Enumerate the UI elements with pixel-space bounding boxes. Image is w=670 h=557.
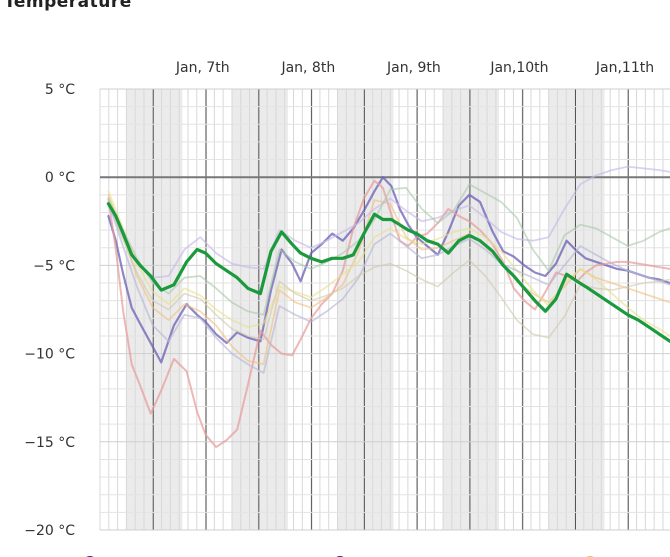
y-tick-label: 0 °C	[45, 170, 75, 186]
y-tick-label: −5 °C	[33, 258, 75, 274]
y-tick-label: −15 °C	[24, 435, 75, 451]
night-band	[443, 89, 499, 530]
series-line-member	[107, 183, 670, 316]
x-tick-label: Jan, 8th	[280, 60, 335, 76]
x-tick-label: Jan, 9th	[386, 60, 441, 76]
series-line-member	[107, 190, 670, 337]
x-axis-ticks: Jan, 7th Jan, 8th Jan, 9th Jan,10th Jan,11th	[175, 60, 654, 76]
series-lines	[106, 165, 670, 449]
y-tick-label: −20 °C	[24, 523, 75, 539]
x-tick-label: Jan, 7th	[175, 60, 230, 76]
x-tick-label: Jan,10th	[489, 60, 548, 76]
y-axis-ticks: 5 °C 0 °C −5 °C −10 °C −15 °C −20 °C	[24, 82, 75, 539]
y-tick-label: 5 °C	[45, 82, 75, 98]
chart-title: Temperature	[4, 0, 132, 12]
vertical-gridlines	[99, 89, 664, 530]
night-band	[548, 89, 605, 530]
horizontal-gridlines	[100, 88, 670, 531]
series-line-member	[107, 200, 670, 374]
y-tick-label: −10 °C	[24, 347, 75, 363]
series-line-member	[107, 176, 670, 364]
x-tick-label: Jan,11th	[595, 60, 654, 76]
night-band	[337, 89, 394, 530]
night-bands	[126, 89, 605, 530]
series-line-main	[106, 202, 670, 343]
series-line-member	[107, 165, 670, 279]
